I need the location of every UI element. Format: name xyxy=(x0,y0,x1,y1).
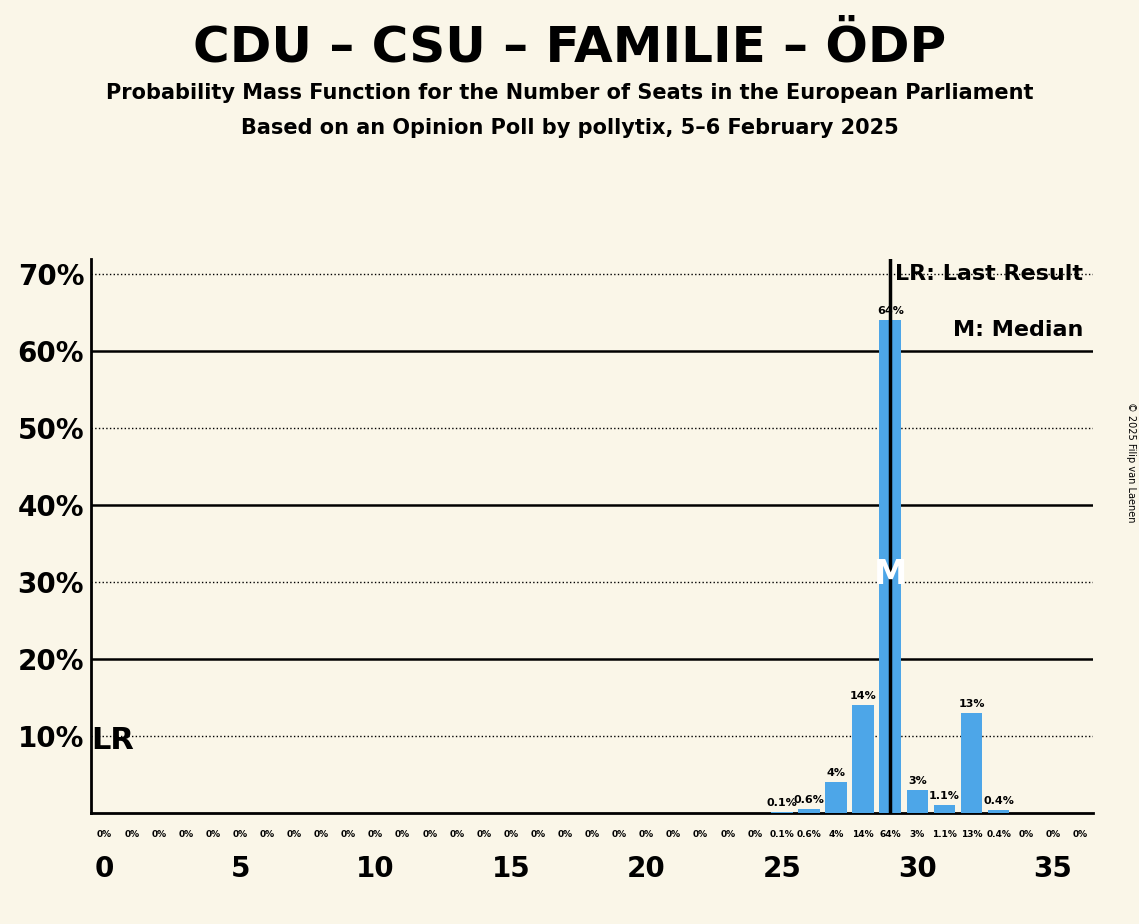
Text: 4%: 4% xyxy=(828,830,844,839)
Text: 0%: 0% xyxy=(260,830,274,839)
Text: 0.1%: 0.1% xyxy=(767,798,797,808)
Text: 0%: 0% xyxy=(395,830,410,839)
Text: 3%: 3% xyxy=(910,830,925,839)
Text: 0.6%: 0.6% xyxy=(796,830,821,839)
Text: CDU – CSU – FAMILIE – ÖDP: CDU – CSU – FAMILIE – ÖDP xyxy=(192,23,947,71)
Bar xyxy=(934,805,956,813)
Text: M: M xyxy=(874,558,907,591)
Text: Probability Mass Function for the Number of Seats in the European Parliament: Probability Mass Function for the Number… xyxy=(106,83,1033,103)
Text: © 2025 Filip van Laenen: © 2025 Filip van Laenen xyxy=(1126,402,1136,522)
Text: 0%: 0% xyxy=(503,830,518,839)
Text: 0.6%: 0.6% xyxy=(794,795,825,805)
Text: 0%: 0% xyxy=(1072,830,1088,839)
Text: 0%: 0% xyxy=(584,830,600,839)
Text: Based on an Opinion Poll by pollytix, 5–6 February 2025: Based on an Opinion Poll by pollytix, 5–… xyxy=(240,118,899,139)
Bar xyxy=(852,705,874,813)
Text: 0%: 0% xyxy=(558,830,573,839)
Text: 0%: 0% xyxy=(639,830,654,839)
Text: 0%: 0% xyxy=(666,830,681,839)
Text: 0%: 0% xyxy=(368,830,383,839)
Bar xyxy=(826,783,847,813)
Text: 0%: 0% xyxy=(124,830,139,839)
Text: 14%: 14% xyxy=(852,830,874,839)
Bar xyxy=(988,810,1009,813)
Text: 0%: 0% xyxy=(693,830,708,839)
Text: 0%: 0% xyxy=(1018,830,1033,839)
Text: 0%: 0% xyxy=(423,830,437,839)
Text: 4%: 4% xyxy=(827,769,845,778)
Text: 0%: 0% xyxy=(476,830,492,839)
Text: 0%: 0% xyxy=(179,830,194,839)
Text: 64%: 64% xyxy=(877,307,903,316)
Text: 0%: 0% xyxy=(1046,830,1060,839)
Text: 0%: 0% xyxy=(747,830,762,839)
Text: 14%: 14% xyxy=(850,691,877,701)
Text: 0%: 0% xyxy=(531,830,546,839)
Text: 0%: 0% xyxy=(612,830,626,839)
Text: 13%: 13% xyxy=(958,699,985,710)
Text: 0%: 0% xyxy=(341,830,357,839)
Text: 0%: 0% xyxy=(287,830,302,839)
Text: 0%: 0% xyxy=(314,830,329,839)
Text: 1.1%: 1.1% xyxy=(929,791,960,801)
Text: 0%: 0% xyxy=(720,830,736,839)
Text: 13%: 13% xyxy=(961,830,982,839)
Text: 0%: 0% xyxy=(232,830,247,839)
Text: 0.4%: 0.4% xyxy=(986,830,1011,839)
Text: LR: LR xyxy=(91,726,134,755)
Text: 0%: 0% xyxy=(205,830,221,839)
Bar xyxy=(907,790,928,813)
Text: 64%: 64% xyxy=(879,830,901,839)
Text: M: Median: M: Median xyxy=(953,320,1083,340)
Bar xyxy=(798,808,820,813)
Text: 0.4%: 0.4% xyxy=(983,796,1014,806)
Text: 3%: 3% xyxy=(908,776,927,786)
Text: 0%: 0% xyxy=(449,830,465,839)
Text: 0.1%: 0.1% xyxy=(770,830,794,839)
Text: 0%: 0% xyxy=(151,830,166,839)
Text: 0%: 0% xyxy=(97,830,113,839)
Bar xyxy=(960,713,982,813)
Text: LR: Last Result: LR: Last Result xyxy=(895,264,1083,285)
Text: 1.1%: 1.1% xyxy=(932,830,957,839)
Bar xyxy=(879,321,901,813)
